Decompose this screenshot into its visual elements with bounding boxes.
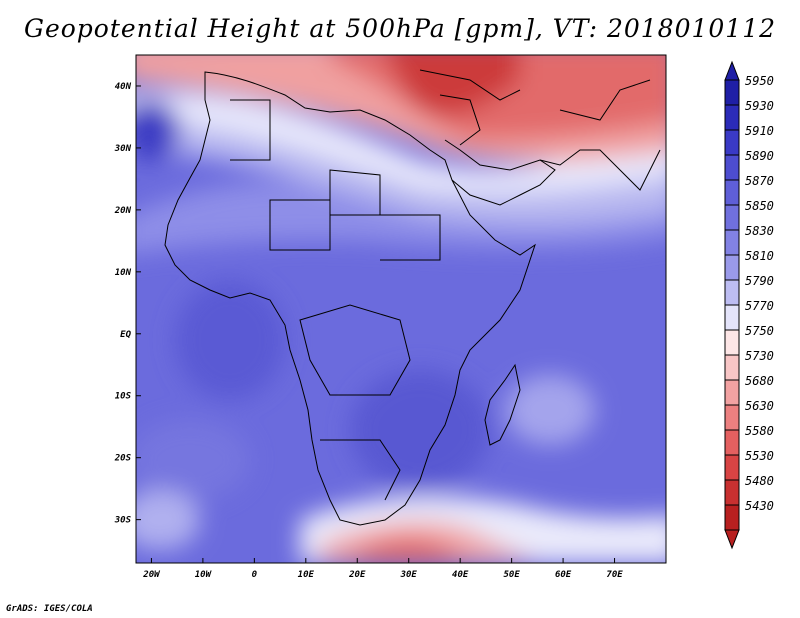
colorbar-label: 5890 bbox=[745, 149, 774, 163]
colorbar-label: 5530 bbox=[745, 449, 774, 463]
colorbar-swatch bbox=[724, 279, 740, 306]
lat-tick-label: 30N bbox=[114, 144, 132, 154]
coastlines bbox=[164, 69, 661, 526]
height-field bbox=[136, 55, 666, 563]
colorbar-label: 5950 bbox=[745, 74, 774, 88]
lon-tick-label: 70E bbox=[606, 570, 623, 580]
lat-tick-label: 40N bbox=[115, 82, 132, 92]
lat-tick-label: 10S bbox=[115, 392, 132, 402]
colorbar-swatch bbox=[724, 379, 740, 406]
colorbar-swatch bbox=[724, 254, 740, 281]
colorbar-label: 5630 bbox=[745, 399, 774, 413]
colorbar-label: 5790 bbox=[745, 274, 774, 288]
lat-tick-label: EQ bbox=[120, 330, 131, 340]
colorbar-swatch bbox=[724, 204, 740, 231]
lat-tick-label: 20N bbox=[114, 206, 132, 216]
lon-tick-label: 20W bbox=[142, 570, 161, 580]
colorbar-label: 5830 bbox=[745, 224, 774, 238]
credit-footer: GrADS: IGES/COLA bbox=[6, 604, 93, 614]
lon-tick-label: 60E bbox=[555, 570, 572, 580]
lon-tick-label: 10E bbox=[298, 570, 315, 580]
colorbar-label: 5850 bbox=[745, 199, 774, 213]
colorbar-swatch bbox=[724, 429, 740, 456]
colorbar-label: 5910 bbox=[745, 124, 774, 138]
colorbar-swatch bbox=[724, 404, 740, 431]
lon-tick-label: 50E bbox=[503, 570, 520, 580]
lon-tick-label: 0 bbox=[252, 570, 258, 580]
colorbar-swatch bbox=[724, 504, 740, 531]
colorbar-label: 5480 bbox=[745, 474, 774, 488]
lon-tick-label: 30E bbox=[400, 570, 418, 580]
colorbar: 5950 5930 5910 5890 5870 5850 5830 5810 5790 5770… bbox=[724, 60, 774, 550]
colorbar-label: 5430 bbox=[745, 499, 774, 513]
colorbar-label: 5930 bbox=[745, 99, 774, 113]
lat-tick-label: 20S bbox=[114, 454, 132, 464]
colorbar-swatch bbox=[724, 354, 740, 381]
colorbar-swatch bbox=[724, 129, 740, 156]
colorbar-label: 5770 bbox=[745, 299, 774, 313]
colorbar-label: 5680 bbox=[745, 374, 774, 388]
colorbar-label: 5750 bbox=[745, 324, 774, 338]
lon-tick-label: 20E bbox=[348, 570, 366, 580]
colorbar-swatch bbox=[724, 104, 740, 131]
colorbar-top-arrow bbox=[724, 60, 740, 81]
lon-tick-label: 40E bbox=[452, 570, 469, 580]
plot-frame bbox=[135, 54, 667, 564]
colorbar-swatch bbox=[724, 229, 740, 256]
colorbar-swatch bbox=[724, 304, 740, 331]
colorbar-bottom-arrow bbox=[724, 529, 740, 550]
colorbar-swatch bbox=[724, 154, 740, 181]
colorbar-swatch bbox=[724, 79, 740, 106]
lon-axis: 20W 10W 0 10E 20E 30E 40E 50E 60E 70E bbox=[142, 558, 623, 580]
lat-axis: 40N 30N 20N 10N EQ 10S 20S 30S bbox=[114, 82, 141, 526]
colorbar-label: 5870 bbox=[745, 174, 774, 188]
lat-tick-label: 30S bbox=[114, 516, 132, 526]
chart-title: Geopotential Height at 500hPa [gpm], VT:… bbox=[23, 14, 777, 43]
colorbar-label: 5580 bbox=[745, 424, 774, 438]
colorbar-label: 5730 bbox=[745, 349, 774, 363]
lon-tick-label: 10W bbox=[195, 570, 213, 580]
lat-tick-label: 10N bbox=[115, 268, 132, 278]
colorbar-swatch bbox=[724, 179, 740, 206]
colorbar-swatch bbox=[724, 329, 740, 356]
colorbar-swatch bbox=[724, 479, 740, 506]
colorbar-swatch bbox=[724, 454, 740, 481]
colorbar-label: 5810 bbox=[745, 249, 774, 263]
